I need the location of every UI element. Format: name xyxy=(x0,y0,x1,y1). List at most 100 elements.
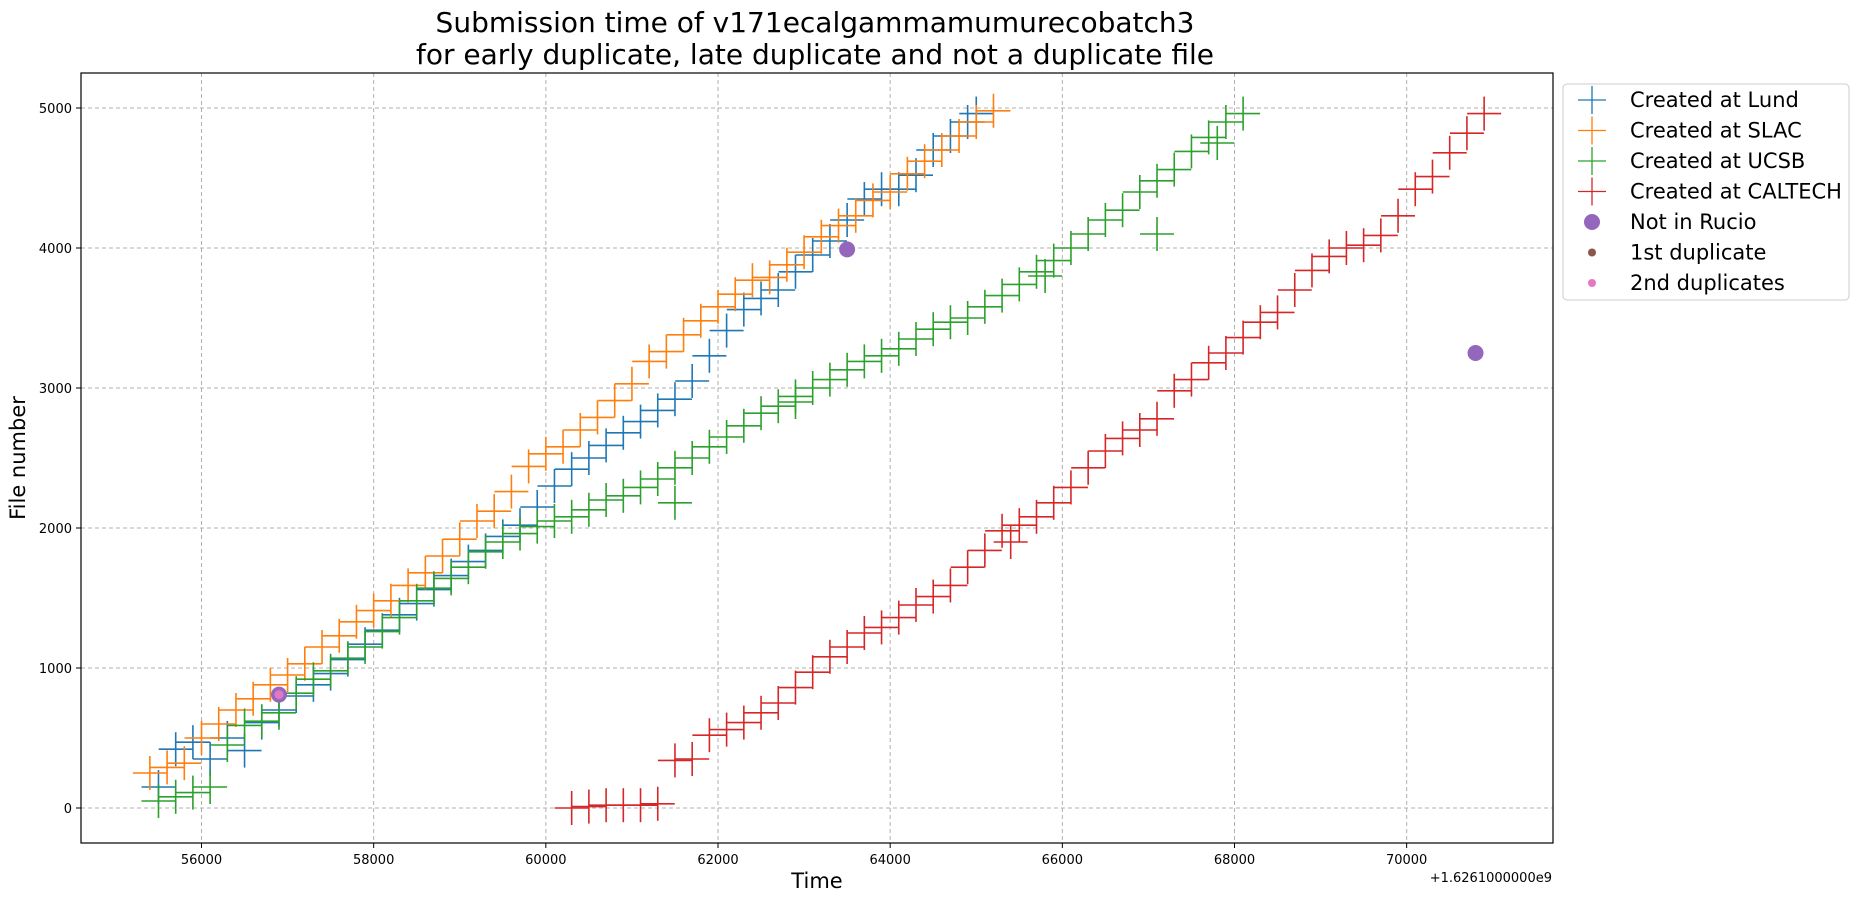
data-point-created-at-caltech xyxy=(967,533,1002,568)
data-point-created-at-caltech xyxy=(1140,401,1175,436)
chart-title-line1: Submission time of v171ecalgammamumureco… xyxy=(436,6,1195,39)
data-point-created-at-caltech xyxy=(1122,413,1157,447)
data-point-created-at-slac xyxy=(580,400,615,435)
data-point-created-at-ucsb xyxy=(812,362,847,397)
data-point-created-at-ucsb xyxy=(985,278,1020,313)
data-point-created-at-caltech xyxy=(950,550,985,585)
data-point-created-at-lund xyxy=(881,172,916,207)
data-point-created-at-caltech xyxy=(1157,373,1192,408)
data-point-created-at-slac xyxy=(666,317,701,352)
data-point-created-at-slac xyxy=(528,436,563,471)
data-point-created-at-ucsb xyxy=(1019,254,1054,289)
legend-marker xyxy=(1578,147,1606,175)
data-point-created-at-ucsb xyxy=(761,389,796,424)
data-point-created-at-caltech xyxy=(1260,295,1295,330)
legend-label: 2nd duplicates xyxy=(1630,271,1785,295)
data-point-created-at-lund xyxy=(692,338,727,373)
legend-label: Created at SLAC xyxy=(1630,119,1802,143)
data-point-created-at-ucsb xyxy=(520,509,555,544)
data-point-created-at-slac xyxy=(511,449,546,484)
data-point-created-at-slac xyxy=(201,707,236,741)
data-point-created-at-caltech xyxy=(744,695,779,730)
data-point-created-at-ucsb xyxy=(933,305,968,340)
series-created-at-slac xyxy=(132,93,1011,790)
data-point-created-at-ucsb xyxy=(434,561,469,596)
data-point-created-at-slac xyxy=(218,693,253,727)
data-point-created-at-lund xyxy=(623,404,658,439)
data-point-created-at-caltech xyxy=(623,788,658,823)
data-point-created-at-ucsb xyxy=(348,630,383,664)
x-tick-label: 64000 xyxy=(869,853,910,868)
data-point-created-at-slac xyxy=(873,175,908,209)
data-point-created-at-lund xyxy=(709,313,744,348)
data-point-created-at-caltech xyxy=(1088,434,1123,468)
legend-label: Not in Rucio xyxy=(1630,210,1756,234)
data-point-created-at-slac xyxy=(184,721,219,755)
data-point-created-at-caltech xyxy=(1294,253,1329,288)
data-point-created-at-caltech xyxy=(916,579,951,614)
legend-marker xyxy=(1578,177,1606,206)
data-point-created-at-ucsb xyxy=(1071,217,1106,251)
data-point-created-at-ucsb xyxy=(795,371,830,405)
data-point-created-at-ucsb xyxy=(313,653,348,688)
data-point-created-at-slac xyxy=(735,263,770,298)
data-point-created-at-slac xyxy=(924,133,959,167)
data-point-created-at-caltech xyxy=(1053,470,1088,505)
data-point-created-at-ucsb xyxy=(967,289,1002,324)
chart-title-line2: for early duplicate, late duplicate and … xyxy=(416,38,1214,71)
data-point-created-at-caltech xyxy=(571,789,606,824)
x-tick-label: 60000 xyxy=(525,853,566,868)
data-point-created-at-ucsb xyxy=(468,534,503,569)
data-point-created-at-ucsb xyxy=(864,338,899,373)
data-point-created-at-ucsb xyxy=(485,525,520,559)
data-point-created-at-ucsb xyxy=(675,441,710,475)
data-point-created-at-lund xyxy=(847,182,882,216)
series-created-at-lund xyxy=(141,96,994,804)
data-point-created-at-ucsb xyxy=(1157,152,1192,187)
data-point-created-at-slac xyxy=(253,667,288,702)
plot-frame xyxy=(80,72,1554,844)
data-point-created-at-lund xyxy=(589,428,624,463)
data-point-created-at-lund xyxy=(606,415,641,450)
legend-item-created-at-slac: Created at SLAC xyxy=(1578,116,1802,145)
legend-item-2nd-duplicates: 2nd duplicates xyxy=(1588,271,1785,295)
data-point-created-at-ucsb xyxy=(227,708,262,743)
plot-area xyxy=(132,93,1502,825)
y-tick-label: 0 xyxy=(64,802,72,817)
data-point-created-at-ucsb xyxy=(296,662,331,697)
data-point-created-at-caltech xyxy=(1226,320,1261,355)
x-tick-label: 68000 xyxy=(1214,853,1255,868)
data-point-created-at-ucsb xyxy=(193,770,228,804)
data-point-2nd-duplicates xyxy=(274,690,284,700)
data-point-created-at-caltech xyxy=(1449,116,1484,151)
legend-marker xyxy=(1588,248,1596,257)
legend-label: 1st duplicate xyxy=(1630,241,1766,265)
data-point-created-at-ucsb xyxy=(141,784,176,818)
data-point-created-at-slac xyxy=(942,119,977,153)
data-point-created-at-slac xyxy=(546,429,581,464)
data-point-created-at-caltech xyxy=(898,588,933,622)
data-point-created-at-ucsb xyxy=(1028,259,1063,293)
data-point-created-at-slac xyxy=(769,247,804,282)
data-point-created-at-caltech xyxy=(1432,135,1467,170)
x-axis-label: Time xyxy=(790,869,842,893)
data-point-created-at-slac xyxy=(907,144,942,179)
data-point-created-at-ucsb xyxy=(244,704,279,739)
data-point-created-at-ucsb xyxy=(657,485,692,520)
data-point-created-at-slac xyxy=(150,750,185,785)
data-point-created-at-ucsb xyxy=(830,352,865,387)
data-point-created-at-caltech xyxy=(1467,96,1502,131)
data-point-created-at-lund xyxy=(744,281,779,316)
data-point-created-at-caltech xyxy=(1363,218,1398,253)
data-point-created-at-ucsb xyxy=(692,429,727,464)
data-point-created-at-caltech xyxy=(1174,362,1209,397)
data-point-created-at-lund xyxy=(640,393,675,428)
data-point-created-at-ucsb xyxy=(1226,96,1261,131)
series-created-at-ucsb xyxy=(141,96,1261,818)
data-point-created-at-ucsb xyxy=(451,550,486,585)
data-point-created-at-ucsb xyxy=(744,396,779,431)
legend-frame xyxy=(1562,83,1850,301)
data-point-created-at-slac xyxy=(494,474,529,509)
data-point-created-at-ucsb xyxy=(623,470,658,505)
